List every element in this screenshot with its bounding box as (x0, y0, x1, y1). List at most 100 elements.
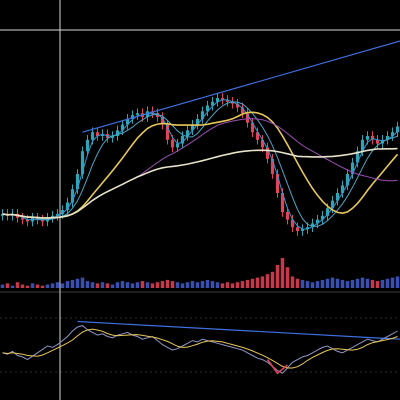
candle-body (260, 139, 265, 148)
ma-line-mid (2, 101, 398, 227)
volume-bar (330, 277, 335, 288)
candle-body (370, 136, 375, 140)
volume-bar (385, 278, 390, 288)
volume-bar (180, 283, 185, 288)
volume-bar (250, 278, 255, 288)
volume-bar (265, 274, 270, 288)
candle-body (345, 174, 350, 186)
candle-body (90, 132, 95, 140)
candle-body (175, 143, 180, 148)
volume-bar (25, 285, 30, 288)
volume-bar (80, 277, 85, 288)
candle-body (325, 208, 330, 216)
candle-body (120, 124, 125, 131)
volume-bar (60, 283, 65, 288)
volume-bar (355, 278, 360, 288)
candle-body (200, 111, 205, 119)
volume-panel (0, 258, 400, 288)
osc-dip-highlight (266, 359, 289, 375)
candle-body (235, 103, 240, 108)
volume-bar (325, 278, 330, 288)
volume-bar (75, 278, 80, 288)
volume-bar (195, 282, 200, 288)
volume-bar (15, 282, 20, 288)
volume-bar (90, 282, 95, 288)
volume-bar (310, 282, 315, 288)
candle-body (60, 210, 65, 214)
volume-bar (205, 279, 210, 288)
candle-body (335, 193, 340, 201)
volume-bar (55, 282, 60, 288)
volume-bar (235, 282, 240, 288)
trendlines (77, 40, 400, 340)
candle-body (80, 151, 85, 174)
volume-bar (130, 283, 135, 288)
volume-bar (85, 281, 90, 288)
candle-body (205, 105, 210, 112)
volume-bar (45, 284, 50, 288)
volume-bar (290, 276, 295, 288)
candle-body (40, 219, 45, 222)
candle-body (225, 99, 230, 102)
volume-bar (280, 258, 285, 288)
osc-signal-line (2, 328, 398, 369)
candle-body (390, 132, 395, 136)
candle-body (290, 219, 295, 228)
candle-body (320, 215, 325, 220)
candle-body (110, 136, 115, 138)
candle-body (65, 202, 70, 211)
candle-body (185, 130, 190, 136)
candle-body (340, 185, 345, 193)
volume-bar (285, 267, 290, 288)
volume-bar (345, 281, 350, 288)
candle-body (265, 147, 270, 159)
candle-body (50, 215, 55, 218)
candle-body (365, 136, 370, 140)
candle-body (85, 139, 90, 152)
volume-bar (350, 279, 355, 288)
volume-bar (175, 282, 180, 288)
volume-bar (335, 278, 340, 288)
volume-bar (50, 283, 55, 288)
volume-bar (200, 281, 205, 288)
candle-body (385, 136, 390, 140)
candle-body (255, 132, 260, 140)
ma-line-longest (2, 147, 398, 219)
candle-body (280, 193, 285, 212)
volume-bar (215, 282, 220, 288)
volume-bar (380, 279, 385, 288)
oscillator-panel (2, 325, 398, 375)
candle-body (70, 189, 75, 203)
volume-bar (390, 277, 395, 288)
volume-bar (370, 279, 375, 288)
candle-body (100, 134, 105, 136)
candle-body (75, 174, 80, 190)
candle-body (215, 98, 220, 102)
volume-bar (260, 276, 265, 288)
volume-bar (165, 279, 170, 288)
volume-bar (305, 281, 310, 288)
volume-bar (230, 283, 235, 288)
osc-line (2, 325, 398, 374)
candle-body (220, 98, 225, 100)
volume-bar (0, 284, 5, 288)
candle-body (55, 213, 60, 216)
volume-bar (210, 281, 215, 288)
panel-dividers (0, 291, 400, 373)
volume-bar (155, 282, 160, 288)
volume-bar (30, 283, 35, 288)
volume-bar (185, 282, 190, 288)
candle-body (355, 151, 360, 163)
trendline-price (82, 40, 400, 133)
candle-body (360, 139, 365, 152)
volume-bar (100, 282, 105, 288)
candle-body (160, 117, 165, 125)
volume-bar (275, 264, 280, 288)
volume-bar (245, 279, 250, 288)
candle-body (240, 107, 245, 114)
candles[interactable] (0, 93, 400, 236)
candle-body (300, 229, 305, 231)
volume-bar (315, 281, 320, 288)
